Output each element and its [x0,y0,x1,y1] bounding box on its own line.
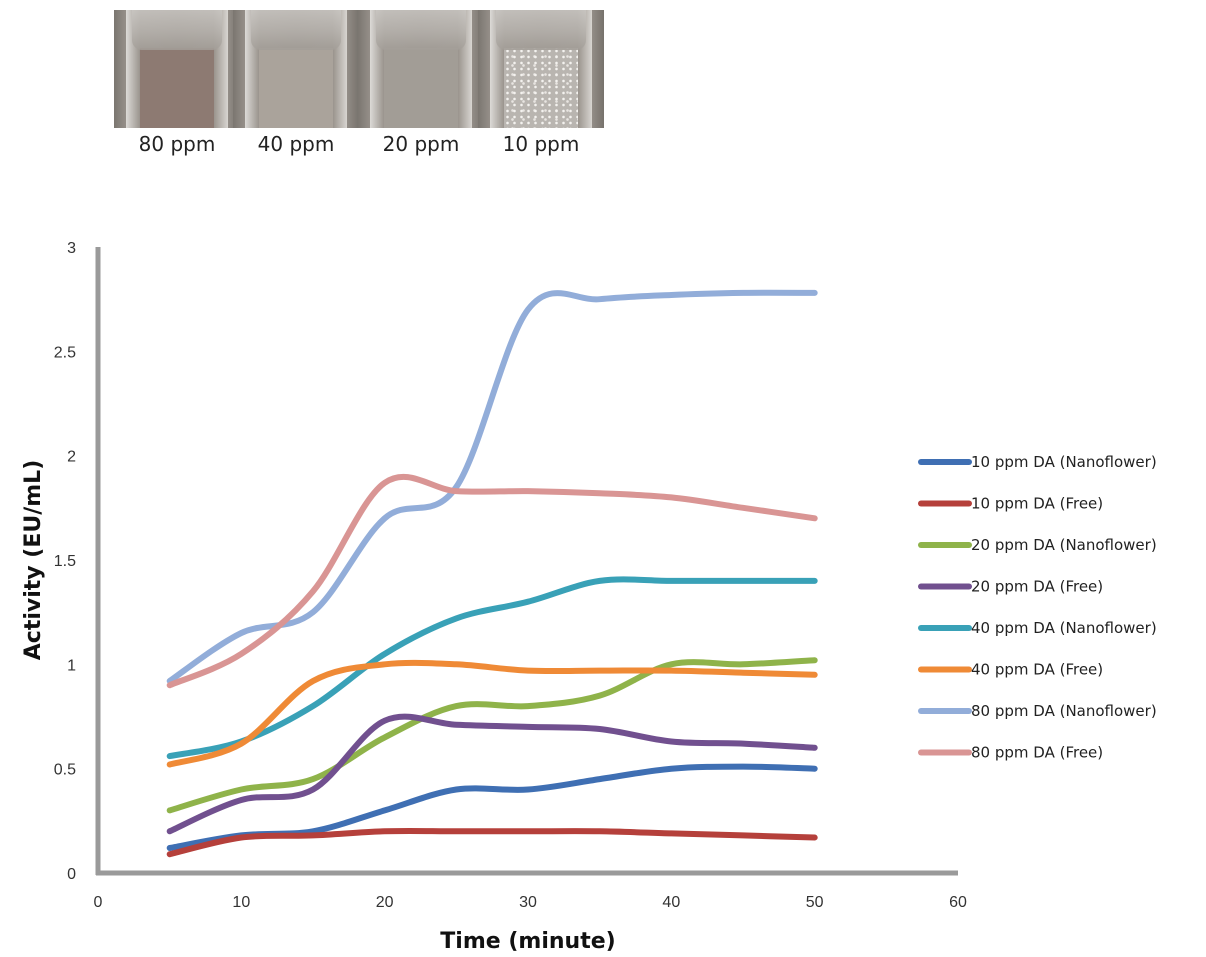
x-axis-title: Time (minute) [440,929,615,954]
y-tick-label: 0.5 [54,762,76,779]
vial-photo-strip: 80 ppm 40 ppm 20 ppm 10 ppm [0,0,1206,170]
y-axis-title: Activity (EU/mL) [21,460,46,661]
y-tick-label: 1 [67,657,76,674]
y-tick-label: 0 [67,866,76,883]
x-tick-label: 20 [376,894,394,911]
series-line-7 [166,289,818,684]
y-tick-label: 3 [67,240,76,257]
legend-label-6: 40 ppm DA (Free) [971,661,1103,679]
vial-label-1: 80 ppm [138,132,216,156]
legend-label-2: 10 ppm DA (Free) [971,495,1103,513]
series-line-6 [166,659,818,768]
x-tick-label: 0 [94,894,103,911]
vial-label-3: 20 ppm [382,132,460,156]
legend-label-1: 10 ppm DA (Nanoflower) [971,453,1157,471]
legend-label-4: 20 ppm DA (Free) [971,578,1103,596]
series-line-8 [166,473,818,689]
y-tick-label: 2 [67,449,76,466]
x-tick-label: 50 [806,894,824,911]
y-tick-label: 1.5 [54,553,76,570]
y-tick-label: 2.5 [54,344,76,361]
x-tick-label: 60 [949,894,967,911]
legend-label-8: 80 ppm DA (Free) [971,744,1103,762]
x-tick-label: 40 [662,894,680,911]
legend-label-7: 80 ppm DA (Nanoflower) [971,702,1157,720]
vial-label-4: 10 ppm [502,132,580,156]
vial-photo-3 [358,10,484,128]
vial-label-2: 40 ppm [257,132,335,156]
legend-label-3: 20 ppm DA (Nanoflower) [971,536,1157,554]
vial-photo-4 [478,10,604,128]
series-line-5 [166,576,818,760]
series-line-3 [166,657,818,814]
chart-legend: 10 ppm DA (Nanoflower) 10 ppm DA (Free) 20… [918,453,1157,762]
vial-photo-1 [114,10,240,128]
series-line-4 [166,713,818,835]
series-line-2 [166,827,818,858]
x-tick-label: 10 [232,894,250,911]
chart-series-layer [166,289,818,858]
x-tick-label: 30 [519,894,537,911]
vial-photo-2 [233,10,359,128]
legend-label-5: 40 ppm DA (Nanoflower) [971,619,1157,637]
chart-axes: 00.511.522.530 10 20 30 40 50 60 [54,240,967,911]
